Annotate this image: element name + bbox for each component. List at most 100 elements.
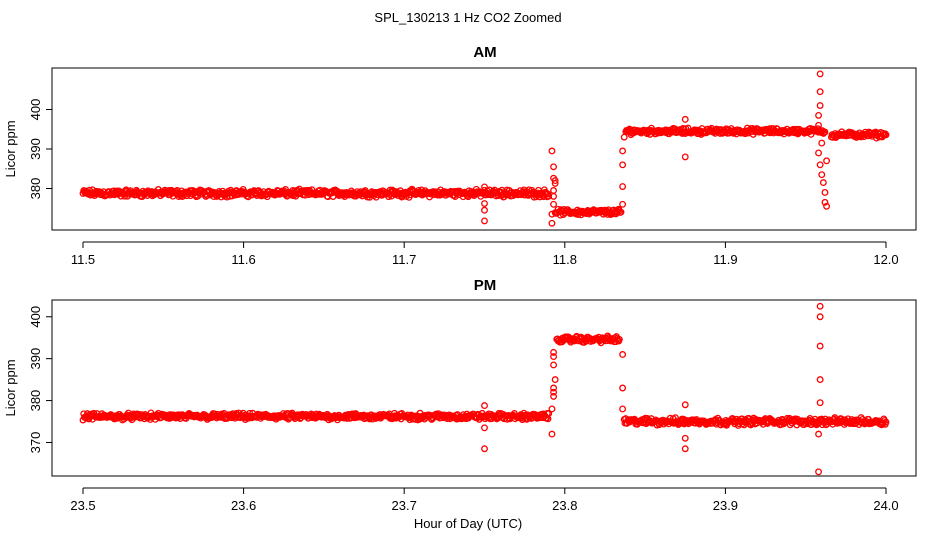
pm-x-axis: 23.5 23.6 23.7 23.8 23.9 24.0 (70, 487, 899, 513)
pm-outlier-point (816, 399, 824, 407)
am-outlier-point (819, 179, 827, 187)
am-outlier-point (481, 206, 488, 214)
am-outlier-point (620, 133, 628, 141)
am-panel: AM Licor ppm 11.5 11.6 11.7 11.8 11.9 12.0 38… (3, 44, 917, 267)
pm-x-tick-label: 23.5 (70, 498, 95, 513)
am-outlier-point (816, 161, 824, 169)
pm-outlier-point (550, 392, 558, 400)
pm-panel-title: PM (474, 277, 497, 294)
pm-y-axis: 370 380 390 400 (28, 306, 53, 454)
pm-outlier-point (816, 376, 824, 384)
am-outlier-point (681, 115, 689, 123)
am-outlier-point (818, 171, 826, 179)
pm-panel: PM Licor ppm 23.5 23.6 23.7 23.8 23.9 24.0 37… (3, 277, 917, 513)
pm-x-tick-label: 23.6 (231, 498, 256, 513)
am-outlier-point (481, 217, 488, 225)
am-outlier-point (548, 219, 556, 227)
am-y-axis: 380 390 400 (28, 99, 53, 200)
pm-outlier-point (619, 405, 627, 413)
pm-outlier-point (815, 430, 822, 438)
am-x-tick-label: 11.7 (392, 252, 416, 267)
am-outlier-point (815, 111, 822, 119)
pm-data-point (615, 335, 623, 343)
pm-outlier-point (550, 353, 558, 361)
am-outlier-point (681, 153, 689, 161)
pm-outlier-point (619, 384, 627, 392)
am-x-axis: 11.5 11.6 11.7 11.8 11.9 12.0 (71, 241, 899, 267)
pm-outlier-point (550, 361, 558, 369)
pm-outlier-point (548, 405, 556, 413)
am-outlier-point (619, 183, 627, 190)
am-outlier-point (816, 102, 824, 109)
pm-plot-frame (51, 299, 917, 477)
shared-x-axis-label: Hour of Day (UTC) (414, 516, 522, 531)
am-outlier-point (815, 149, 822, 157)
am-outlier-point (619, 147, 627, 155)
am-outlier-point (816, 70, 824, 78)
am-y-tick-label: 400 (28, 99, 43, 121)
am-x-tick-label: 11.9 (713, 252, 737, 267)
am-outlier-point (550, 187, 558, 194)
pm-outlier-point (816, 313, 824, 321)
am-data-points (79, 70, 890, 227)
am-outlier-point (619, 161, 627, 169)
pm-outlier-point (681, 401, 689, 409)
am-outlier-point (821, 198, 829, 206)
pm-outlier-point (481, 402, 488, 410)
pm-outlier-point (681, 445, 689, 453)
am-outlier-point (550, 163, 558, 171)
am-panel-title: AM (473, 44, 496, 61)
pm-outlier-point (550, 388, 558, 396)
am-outlier-point (821, 189, 829, 196)
am-outlier-point (823, 202, 831, 210)
am-x-tick-label: 11.6 (231, 252, 255, 267)
am-x-tick-label: 11.8 (553, 252, 577, 267)
am-outlier-point (550, 174, 558, 182)
am-outlier-point (481, 183, 488, 191)
pm-outlier-point (619, 351, 627, 358)
pm-outlier-point (816, 342, 824, 350)
am-outlier-point (548, 147, 556, 155)
pm-x-tick-label: 23.8 (552, 498, 577, 513)
pm-data-point (882, 418, 890, 426)
am-outlier-point (548, 210, 556, 218)
pm-x-tick-label: 23.7 (392, 498, 417, 513)
figure-title: SPL_130213 1 Hz CO2 Zoomed (374, 10, 561, 25)
am-outlier-point (818, 139, 826, 147)
pm-data-point (545, 410, 553, 417)
pm-outlier-point (550, 348, 558, 356)
am-x-tick-label: 12.0 (873, 252, 898, 267)
am-outlier-point (823, 157, 831, 165)
pm-outlier-point (551, 376, 559, 384)
pm-outlier-point (816, 302, 824, 310)
am-outlier-point (815, 121, 822, 129)
pm-data-points (79, 302, 890, 476)
am-y-tick-label: 380 (28, 178, 43, 200)
pm-outlier-point (815, 468, 822, 476)
pm-outlier-point (681, 434, 689, 442)
pm-data-point (881, 416, 888, 424)
pm-y-axis-label: Licor ppm (3, 359, 18, 416)
am-y-axis-label: Licor ppm (3, 120, 18, 177)
pm-x-tick-label: 24.0 (873, 498, 898, 513)
am-x-tick-label: 11.5 (71, 252, 95, 267)
pm-y-tick-label: 390 (28, 348, 43, 370)
pm-y-tick-label: 380 (28, 390, 43, 412)
pm-x-tick-label: 23.9 (713, 498, 738, 513)
pm-outlier-point (481, 424, 488, 432)
am-outlier-point (481, 200, 488, 207)
pm-y-tick-label: 400 (28, 306, 43, 328)
pm-outlier-point (481, 445, 488, 453)
am-data-point (882, 131, 890, 139)
am-outlier-point (816, 88, 824, 96)
pm-outlier-point (548, 430, 556, 438)
pm-y-tick-label: 370 (28, 432, 43, 454)
am-data-point (545, 192, 553, 200)
pm-outlier-point (550, 384, 558, 392)
am-outlier-point (619, 200, 627, 208)
am-y-tick-label: 390 (28, 138, 43, 160)
am-data-point (821, 128, 829, 136)
am-outlier-point (550, 200, 558, 208)
am-data-point (617, 208, 625, 216)
